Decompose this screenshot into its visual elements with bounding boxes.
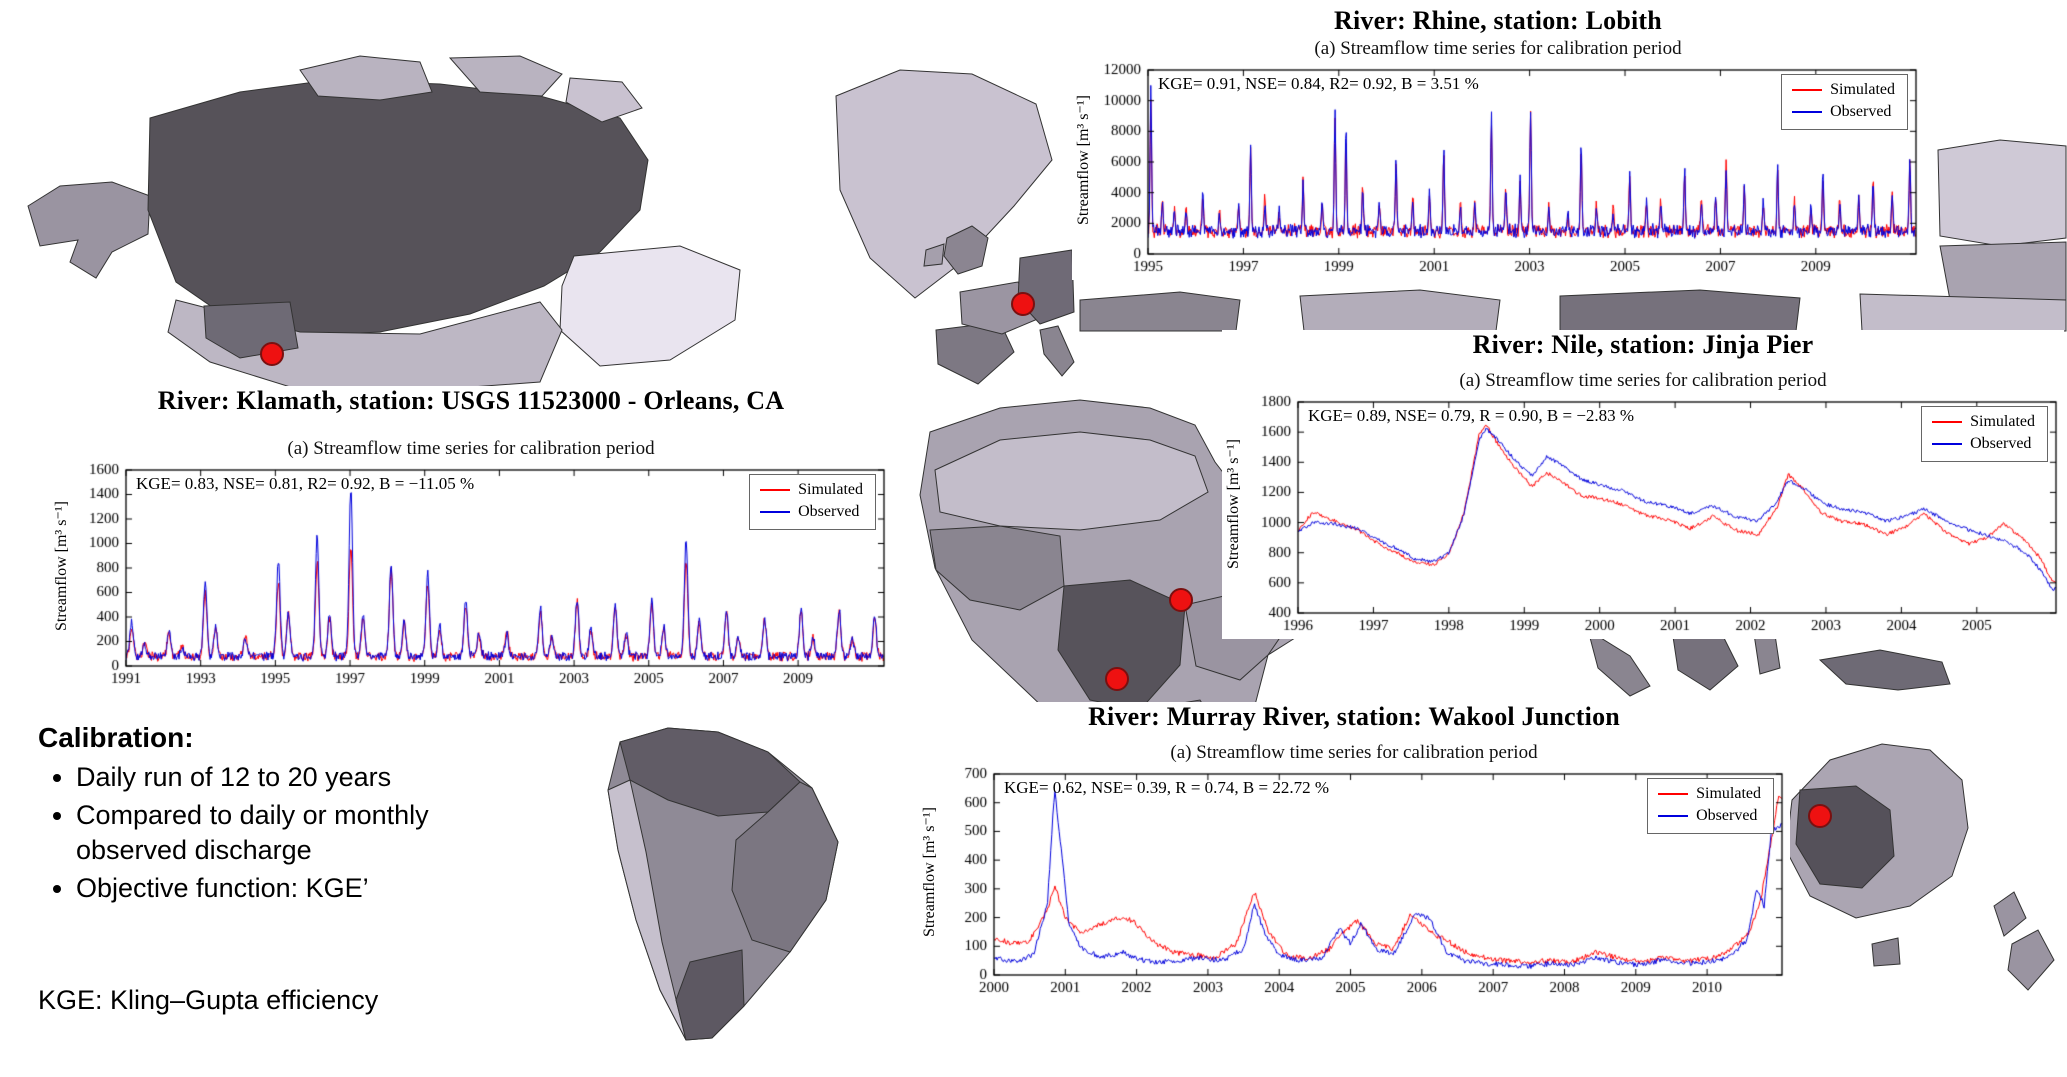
chart-title: (a) Streamflow time series for calibrati…: [1170, 742, 1538, 763]
station-marker-congo: [1105, 667, 1129, 691]
chart-title: (a) Streamflow time series for calibrati…: [287, 438, 655, 459]
observed-line-swatch: [1658, 815, 1689, 817]
simulated-line-swatch: [1658, 793, 1689, 795]
klamath-panel: River: Klamath, station: USGS 11523000 -…: [50, 386, 892, 692]
legend-label-observed: Observed: [1830, 103, 1892, 120]
calibration-heading: Calibration:: [38, 722, 194, 753]
simulated-line-swatch: [1792, 89, 1823, 91]
chart-title: (a) Streamflow time series for calibrati…: [1314, 38, 1682, 59]
stats-text: KGE= 0.91, NSE= 0.84, R2= 0.92, B = 3.51…: [1158, 74, 1479, 93]
calibration-bullet: Daily run of 12 to 20 years: [76, 760, 520, 795]
legend-label-observed: Observed: [1970, 435, 2032, 452]
observed-line-swatch: [1792, 111, 1823, 113]
y-axis-label: Streamflow [m³ s⁻¹]: [1225, 439, 1242, 570]
murray-panel-title: River: Murray River, station: Wakool Jun…: [1088, 702, 1620, 731]
stats-text: KGE= 0.83, NSE= 0.81, R2= 0.92, B = −11.…: [136, 474, 475, 493]
legend-label-simulated: Simulated: [798, 481, 863, 498]
y-axis-label: Streamflow [m³ s⁻¹]: [53, 500, 70, 631]
murray-panel: River: Murray River, station: Wakool Jun…: [918, 702, 1790, 1001]
calibration-bullet-list: Daily run of 12 to 20 years Compared to …: [38, 760, 520, 906]
legend: Simulated Observed: [749, 474, 876, 530]
continent-asia: [1079, 139, 2067, 332]
legend: Simulated Observed: [1647, 778, 1774, 834]
calibration-bullet: Compared to daily or monthly observed di…: [76, 798, 520, 868]
stats-text: KGE= 0.62, NSE= 0.39, R = 0.74, B = 22.7…: [1004, 778, 1329, 797]
station-marker-klamath: [260, 342, 284, 366]
legend-label-observed: Observed: [1696, 807, 1758, 824]
nile-panel-title: River: Nile, station: Jinja Pier: [1472, 330, 1814, 359]
continent-north-america: [27, 55, 1053, 391]
continent-south-america: [607, 727, 839, 1041]
legend: Simulated Observed: [1921, 406, 2048, 462]
continent-australia-oceania: [1587, 621, 2055, 991]
legend-label-simulated: Simulated: [1696, 785, 1761, 802]
calibration-notes: Calibration: Daily run of 12 to 20 years…: [38, 722, 520, 1077]
legend-label-observed: Observed: [798, 503, 860, 520]
y-axis-label: Streamflow [m³ s⁻¹]: [1075, 95, 1092, 226]
definition-kge: KGE: Kling–Gupta efficiency: [38, 984, 379, 1015]
y-axis-label: Streamflow [m³ s⁻¹]: [921, 806, 938, 937]
station-marker-nile-jinja: [1169, 588, 1193, 612]
chart-title: (a) Streamflow time series for calibrati…: [1459, 370, 1827, 391]
legend-label-simulated: Simulated: [1970, 413, 2035, 430]
observed-line-swatch: [1932, 443, 1963, 445]
continent-europe: [923, 225, 1075, 385]
simulated-line-swatch: [760, 489, 791, 491]
legend-label-simulated: Simulated: [1830, 81, 1895, 98]
rhine-panel-title: River: Rhine, station: Lobith: [1334, 6, 1662, 35]
calibration-bullet: Objective function: KGE’: [76, 871, 520, 906]
rhine-panel: River: Rhine, station: Lobith (a) Stream…: [1072, 6, 1924, 280]
station-marker-murray-wakool: [1808, 804, 1832, 828]
klamath-panel-title: River: Klamath, station: USGS 11523000 -…: [157, 386, 785, 415]
simulated-line-swatch: [1932, 421, 1963, 423]
nile-panel: River: Nile, station: Jinja Pier (a) Str…: [1222, 330, 2064, 639]
stats-text: KGE= 0.89, NSE= 0.79, R = 0.90, B = −2.8…: [1308, 406, 1635, 425]
legend: Simulated Observed: [1781, 74, 1908, 130]
observed-line-swatch: [760, 511, 791, 513]
metric-definitions: KGE: Kling–Gupta efficiency NSE: Nash–Su…: [38, 909, 520, 1077]
station-marker-rhine-lobith: [1011, 292, 1035, 316]
